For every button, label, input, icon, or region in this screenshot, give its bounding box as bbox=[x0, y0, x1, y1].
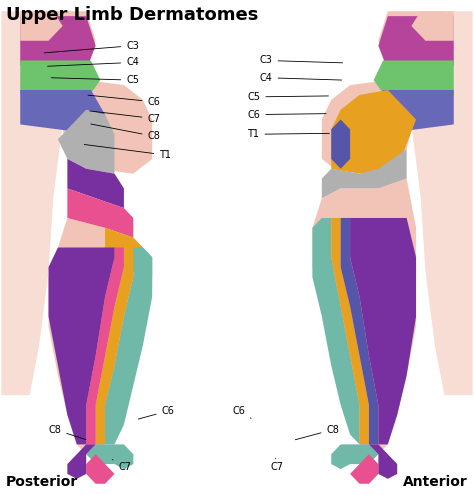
Text: C7: C7 bbox=[90, 111, 161, 124]
Polygon shape bbox=[20, 16, 96, 70]
Text: C3: C3 bbox=[260, 55, 343, 65]
Polygon shape bbox=[331, 218, 369, 445]
Polygon shape bbox=[312, 218, 359, 445]
Polygon shape bbox=[407, 11, 473, 395]
Polygon shape bbox=[20, 11, 63, 41]
Polygon shape bbox=[67, 445, 96, 479]
Polygon shape bbox=[96, 248, 133, 445]
Polygon shape bbox=[20, 90, 105, 134]
Polygon shape bbox=[20, 60, 100, 100]
Polygon shape bbox=[331, 445, 350, 469]
Polygon shape bbox=[411, 11, 454, 41]
Text: C6: C6 bbox=[232, 406, 251, 418]
Polygon shape bbox=[30, 11, 96, 80]
Text: C8: C8 bbox=[91, 124, 160, 141]
Text: C4: C4 bbox=[47, 57, 139, 67]
Text: Anterior: Anterior bbox=[403, 475, 468, 489]
Text: C7: C7 bbox=[271, 458, 284, 472]
Polygon shape bbox=[378, 11, 444, 80]
Text: C8: C8 bbox=[48, 425, 86, 440]
Text: T1: T1 bbox=[84, 145, 171, 160]
Polygon shape bbox=[374, 60, 454, 100]
Text: Posterior: Posterior bbox=[6, 475, 78, 489]
Polygon shape bbox=[331, 119, 350, 169]
Text: C3: C3 bbox=[44, 41, 139, 53]
Text: C5: C5 bbox=[51, 75, 139, 85]
Polygon shape bbox=[67, 159, 124, 208]
Polygon shape bbox=[58, 80, 152, 174]
Polygon shape bbox=[86, 454, 115, 484]
Polygon shape bbox=[350, 218, 416, 445]
Polygon shape bbox=[341, 218, 378, 445]
Polygon shape bbox=[67, 189, 133, 238]
Text: Upper Limb Dermatomes: Upper Limb Dermatomes bbox=[6, 6, 258, 24]
Polygon shape bbox=[115, 445, 133, 469]
Polygon shape bbox=[48, 218, 152, 454]
Polygon shape bbox=[105, 248, 152, 445]
Text: C4: C4 bbox=[260, 73, 342, 83]
Polygon shape bbox=[322, 149, 407, 198]
Polygon shape bbox=[350, 454, 378, 484]
Polygon shape bbox=[312, 179, 416, 454]
Polygon shape bbox=[331, 90, 416, 174]
Polygon shape bbox=[86, 248, 124, 445]
Text: C6: C6 bbox=[88, 95, 160, 107]
Text: C5: C5 bbox=[247, 92, 328, 102]
Text: C7: C7 bbox=[112, 459, 131, 472]
Polygon shape bbox=[58, 110, 115, 174]
Polygon shape bbox=[48, 248, 115, 445]
Polygon shape bbox=[105, 228, 143, 277]
Polygon shape bbox=[378, 16, 454, 70]
Polygon shape bbox=[322, 80, 416, 174]
Polygon shape bbox=[86, 445, 124, 464]
Polygon shape bbox=[369, 90, 454, 134]
Polygon shape bbox=[369, 445, 397, 479]
Text: C6: C6 bbox=[247, 109, 326, 120]
Text: C8: C8 bbox=[295, 425, 339, 440]
Polygon shape bbox=[341, 445, 378, 464]
Polygon shape bbox=[143, 248, 152, 277]
Text: T1: T1 bbox=[247, 129, 329, 139]
Text: C6: C6 bbox=[138, 406, 174, 419]
Polygon shape bbox=[1, 11, 67, 395]
